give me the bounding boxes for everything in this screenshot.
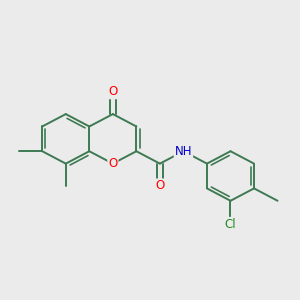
Text: NH: NH [175, 145, 192, 158]
Text: O: O [155, 179, 164, 192]
Text: O: O [108, 85, 118, 98]
Text: Cl: Cl [225, 218, 236, 231]
Text: O: O [108, 157, 118, 170]
